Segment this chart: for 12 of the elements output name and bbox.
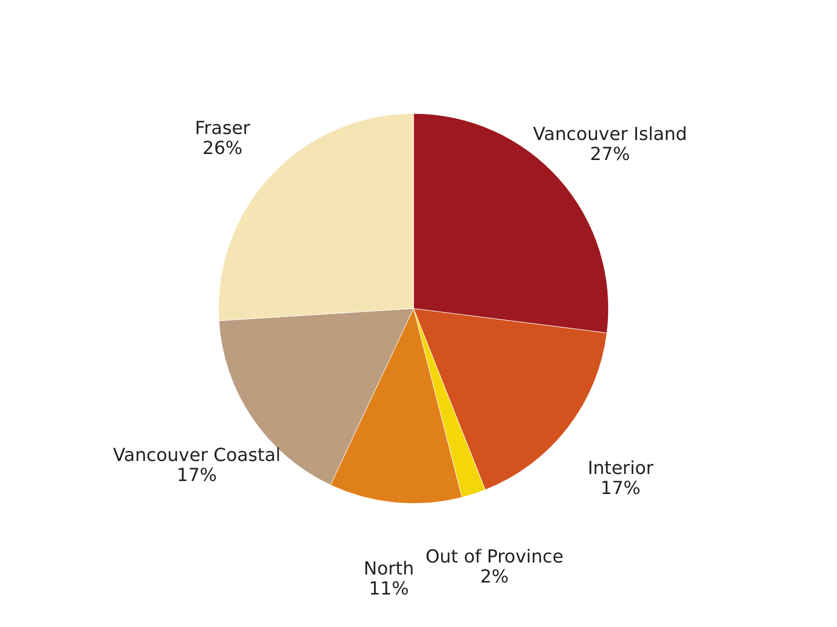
slice-label: Vancouver Island [532, 124, 688, 146]
data-label: 26% [202, 138, 243, 160]
data-label: 27% [590, 144, 630, 166]
data-label: 17% [176, 464, 217, 486]
data-label: 2% [480, 566, 509, 588]
slice-label: Interior [588, 458, 654, 480]
data-label: 17% [600, 478, 641, 500]
slice-label: Vancouver Coastal [113, 444, 281, 466]
slice-label: North [364, 558, 414, 580]
data-label: 11% [368, 578, 409, 600]
slice-label: Fraser [194, 118, 251, 140]
slice-label: Out of Province [425, 546, 564, 568]
